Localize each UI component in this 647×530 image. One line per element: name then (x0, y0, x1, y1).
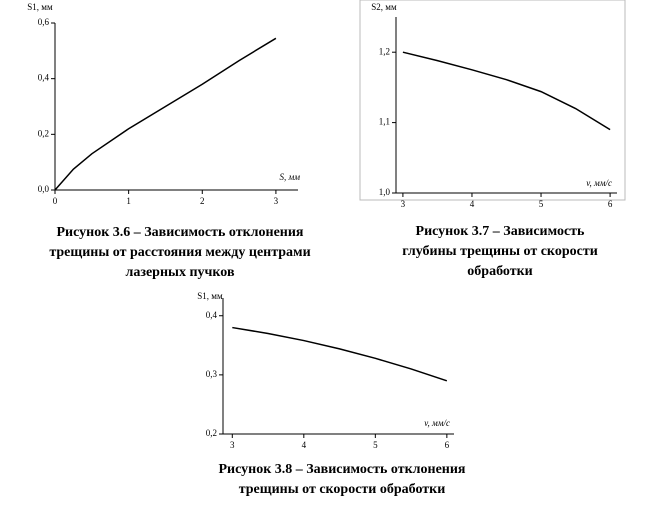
x-tick-label: 3 (401, 199, 406, 209)
y-tick-label: 0,3 (206, 369, 218, 379)
y-axis-label: S1, мм (27, 2, 53, 12)
figure-frame (359, 0, 626, 201)
y-axis-label: S1, мм (197, 291, 223, 301)
figure-caption: обработки (467, 264, 532, 279)
x-tick-label: 2 (200, 196, 205, 206)
figure-caption: Рисунок 3.6 – Зависимость отклонения (56, 225, 303, 240)
x-axis-label: S, мм (280, 172, 301, 182)
y-tick-label: 1,1 (379, 117, 390, 127)
data-line (402, 51, 611, 131)
figure-caption: Рисунок 3.8 – Зависимость отклонения (218, 462, 465, 477)
x-tick-label: 6 (445, 440, 450, 450)
y-tick-label: 1,2 (379, 46, 390, 56)
x-tick-label: 5 (373, 440, 378, 450)
y-tick-label: 0,2 (38, 128, 49, 138)
figure-caption: трещины от скорости обработки (239, 482, 446, 497)
x-axis-label: v, мм/с (424, 418, 450, 428)
x-tick-label: 1 (126, 196, 131, 206)
y-tick-label: 0,4 (206, 310, 218, 320)
y-tick-label: 1,0 (379, 187, 391, 197)
data-line (54, 37, 277, 191)
figure-caption: трещины от расстояния между центрами (49, 245, 310, 260)
y-axis-label: S2, мм (371, 2, 397, 12)
x-tick-label: 5 (539, 199, 544, 209)
x-axis-label: v, мм/с (586, 178, 612, 188)
y-tick-label: 0,6 (38, 17, 50, 27)
figure-caption: лазерных пучков (125, 265, 234, 280)
y-tick-label: 0,2 (206, 428, 217, 438)
y-tick-label: 0,4 (38, 73, 50, 83)
x-tick-label: 6 (608, 199, 613, 209)
figure-caption: глубины трещины от скорости (402, 244, 598, 259)
x-tick-label: 4 (470, 199, 475, 209)
data-line (232, 326, 448, 382)
figure-caption: Рисунок 3.7 – Зависимость (416, 224, 586, 239)
x-tick-label: 3 (274, 196, 279, 206)
x-tick-label: 3 (230, 440, 235, 450)
y-tick-label: 0,0 (38, 184, 50, 194)
x-tick-label: 0 (53, 196, 58, 206)
x-tick-label: 4 (302, 440, 307, 450)
